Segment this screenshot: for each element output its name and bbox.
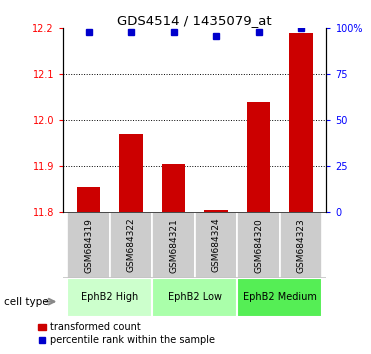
Bar — [110, 212, 152, 278]
Text: GSM684320: GSM684320 — [254, 218, 263, 273]
Text: EphB2 High: EphB2 High — [81, 292, 138, 302]
Text: GSM684323: GSM684323 — [296, 218, 305, 273]
Text: GSM684319: GSM684319 — [84, 218, 93, 273]
Bar — [195, 212, 237, 278]
Legend: transformed count, percentile rank within the sample: transformed count, percentile rank withi… — [35, 319, 219, 349]
Bar — [280, 212, 322, 278]
Bar — [77, 187, 100, 212]
Text: EphB2 Medium: EphB2 Medium — [243, 292, 317, 302]
Bar — [237, 278, 322, 317]
Text: GSM684321: GSM684321 — [169, 218, 178, 273]
Bar — [204, 210, 228, 212]
Bar — [119, 134, 143, 212]
Bar — [152, 212, 195, 278]
Text: GSM684324: GSM684324 — [211, 218, 220, 273]
Text: GSM684322: GSM684322 — [127, 218, 135, 273]
Bar — [152, 278, 237, 317]
Text: EphB2 Low: EphB2 Low — [168, 292, 222, 302]
Bar — [237, 212, 280, 278]
Bar — [247, 102, 270, 212]
Bar — [162, 164, 185, 212]
Bar — [67, 278, 152, 317]
Text: cell type: cell type — [4, 297, 48, 307]
Bar — [289, 33, 313, 212]
Bar — [67, 212, 110, 278]
Title: GDS4514 / 1435079_at: GDS4514 / 1435079_at — [118, 14, 272, 27]
